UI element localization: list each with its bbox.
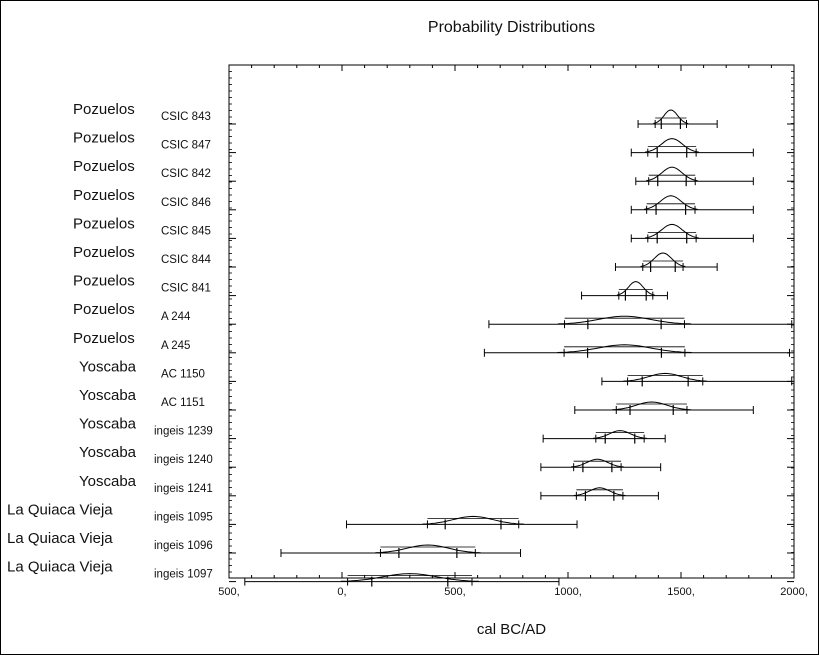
row-lab-label: ingeis 1096 [154,540,213,552]
row-site-label: Yoscaba [79,387,137,404]
row-lab-label: CSIC 845 [161,225,211,237]
x-tick-label: 1000, [554,586,582,598]
probability-curve [643,195,698,210]
x-axis-label: cal BC/AD [476,621,547,638]
probability-curve [422,515,524,525]
probability-curve [612,401,691,411]
row-site-label: Yoscaba [79,358,137,375]
row-lab-label: CSIC 842 [161,168,211,180]
probability-curve [646,166,698,182]
row-site-label: Pozuelos [73,130,135,147]
row-site-label: Yoscaba [79,444,137,461]
x-tick-label: 0, [337,586,346,598]
x-tick-label: 1500, [667,586,695,598]
probability-curve [557,344,692,353]
x-tick-label: 2000, [780,586,808,598]
probability-curve [593,430,647,439]
row-site-label: Pozuelos [73,330,135,347]
probability-curve [616,281,655,296]
row-lab-label: CSIC 846 [161,197,211,209]
row-site-label: Pozuelos [73,244,135,261]
row-lab-label: CSIC 843 [161,111,211,123]
x-tick-label: 500, [444,586,465,598]
row-site-label: Yoscaba [79,416,137,433]
row-lab-label: A 244 [161,311,191,323]
row-lab-label: ingeis 1097 [154,569,213,581]
chart-title: Probability Distributions [427,19,596,36]
row-site-label: La Quiaca Vieja [7,501,113,518]
probability-curve [653,109,689,124]
row-lab-label: CSIC 847 [161,140,211,152]
probability-curve [573,487,626,496]
row-site-label: Yoscaba [79,473,137,490]
row-lab-label: ingeis 1240 [154,454,213,466]
probability-curve [557,315,692,325]
row-lab-label: ingeis 1095 [154,511,213,523]
row-site-label: Pozuelos [73,215,135,232]
row-lab-label: AC 1151 [161,397,205,409]
probability-curve [645,138,699,153]
plot-box [228,64,795,579]
probability-curve [645,223,699,239]
row-site-label: Pozuelos [73,187,135,204]
row-site-label: Pozuelos [73,101,135,118]
row-lab-label: AC 1150 [161,368,205,380]
probability-curve [623,372,707,382]
row-site-label: La Quiaca Vieja [7,530,113,547]
row-lab-label: CSIC 844 [161,254,211,266]
probability-curve [570,458,624,468]
row-lab-label: CSIC 841 [161,283,211,295]
row-site-label: Pozuelos [73,273,135,290]
row-site-label: Pozuelos [73,158,135,175]
row-lab-label: A 245 [161,340,190,352]
x-tick-label: 500, [218,586,239,598]
row-site-label: Pozuelos [73,301,135,318]
row-lab-label: ingeis 1239 [154,426,213,438]
probability-curve [640,252,686,267]
probability-curve [340,573,479,582]
probability-curve [375,544,481,554]
row-site-label: La Quiaca Vieja [7,559,113,576]
row-lab-label: ingeis 1241 [154,483,213,495]
